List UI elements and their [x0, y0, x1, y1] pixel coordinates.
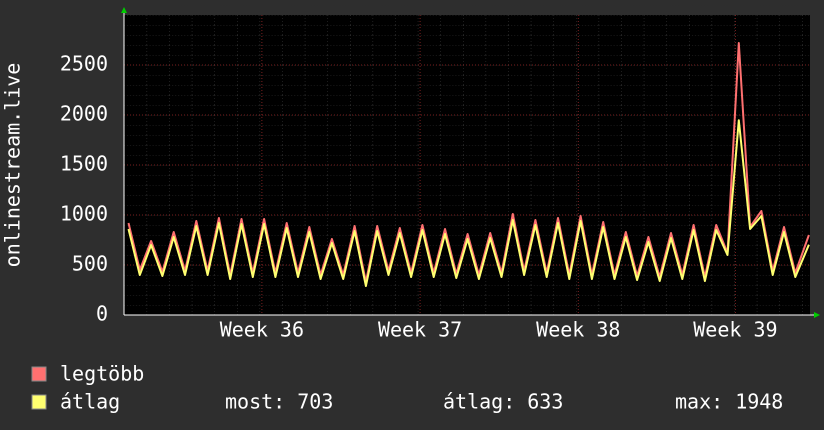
y-tick-label: 0 [96, 302, 108, 326]
y-tick-label: 500 [72, 252, 108, 276]
x-tick-label: Week 39 [693, 318, 777, 342]
lines [127, 42, 810, 287]
y-axis-label: onlinestream.live [1, 63, 25, 268]
grid [124, 15, 810, 316]
series-line [127, 42, 810, 283]
x-tick-label: Week 37 [378, 318, 462, 342]
legend: legtöbb átlag most: 703 átlag: 633 max: 1948 [31, 362, 783, 414]
x-arrow [814, 312, 820, 318]
y-tick-label: 1000 [60, 202, 108, 226]
y-tick-label: 1500 [60, 152, 108, 176]
y-tick-label: 2500 [60, 52, 108, 76]
x-tick-label: Week 38 [536, 318, 620, 342]
legend-swatch [31, 366, 47, 382]
stat-value: 633 [527, 390, 563, 414]
stat-label: most: [225, 390, 285, 414]
stat-label: max: [675, 390, 723, 414]
x-tick-label: Week 36 [220, 318, 304, 342]
series-line [127, 119, 810, 287]
stat-value: 703 [297, 390, 333, 414]
stat-label: átlag: [443, 390, 515, 414]
legend-label: átlag [60, 390, 120, 414]
y-arrow [121, 7, 127, 13]
legend-label: legtöbb [60, 362, 144, 386]
stat-value: 1948 [735, 390, 783, 414]
legend-swatch [31, 394, 47, 410]
y-tick-label: 2000 [60, 102, 108, 126]
